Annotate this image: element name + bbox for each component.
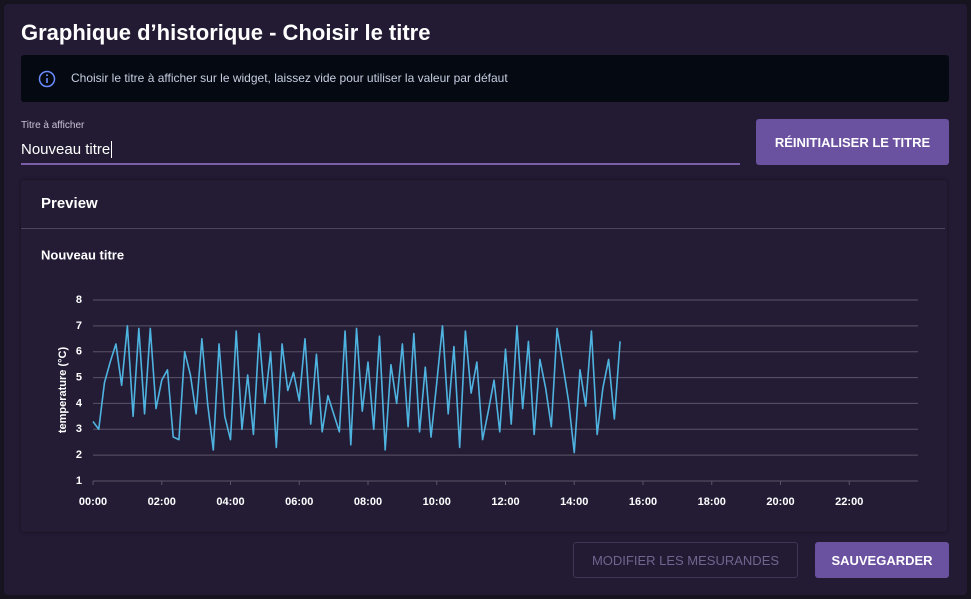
y-tick-label: 5 <box>76 371 82 383</box>
input-value: Nouveau titre <box>21 141 111 158</box>
save-button[interactable]: SAUVEGARDER <box>815 542 949 578</box>
x-tick-label: 08:00 <box>354 496 382 508</box>
preview-heading: Preview <box>41 195 98 212</box>
x-tick-label: 12:00 <box>491 496 519 508</box>
y-tick-label: 6 <box>76 346 82 358</box>
edit-button[interactable]: MODIFIER LES MESURANDES <box>573 542 798 578</box>
x-tick-label: 14:00 <box>560 496 588 508</box>
y-tick-label: 1 <box>76 475 82 487</box>
reset-button[interactable]: RÉINITIALISER LE TITRE <box>756 119 949 165</box>
x-tick-label: 22:00 <box>835 496 863 508</box>
info-box: Choisir le titre à afficher sur le widge… <box>21 55 949 102</box>
x-tick-label: 16:00 <box>629 496 657 508</box>
y-tick-label: 8 <box>76 294 82 306</box>
divider <box>21 228 945 229</box>
y-axis-label: temperature (°C) <box>57 347 69 434</box>
y-tick-label: 3 <box>76 423 82 435</box>
y-tick-label: 4 <box>76 397 83 409</box>
x-tick-label: 02:00 <box>148 496 176 508</box>
x-tick-label: 04:00 <box>216 496 244 508</box>
title-input[interactable]: Nouveau titre <box>21 141 740 165</box>
x-tick-label: 06:00 <box>285 496 313 508</box>
dialog-title: Graphique d’historique - Choisir le titr… <box>21 20 431 45</box>
preview-card: Preview <box>21 180 947 532</box>
x-tick-label: 00:00 <box>79 496 107 508</box>
info-text: Choisir le titre à afficher sur le widge… <box>71 71 508 85</box>
info-icon <box>38 70 56 88</box>
y-tick-label: 7 <box>76 320 82 332</box>
x-tick-label: 18:00 <box>698 496 726 508</box>
x-tick-label: 20:00 <box>766 496 794 508</box>
chart-title: Nouveau titre <box>41 247 124 262</box>
data-line <box>92 325 621 454</box>
x-tick-label: 10:00 <box>423 496 451 508</box>
input-label: Titre à afficher <box>21 120 85 131</box>
y-tick-label: 2 <box>76 449 82 461</box>
